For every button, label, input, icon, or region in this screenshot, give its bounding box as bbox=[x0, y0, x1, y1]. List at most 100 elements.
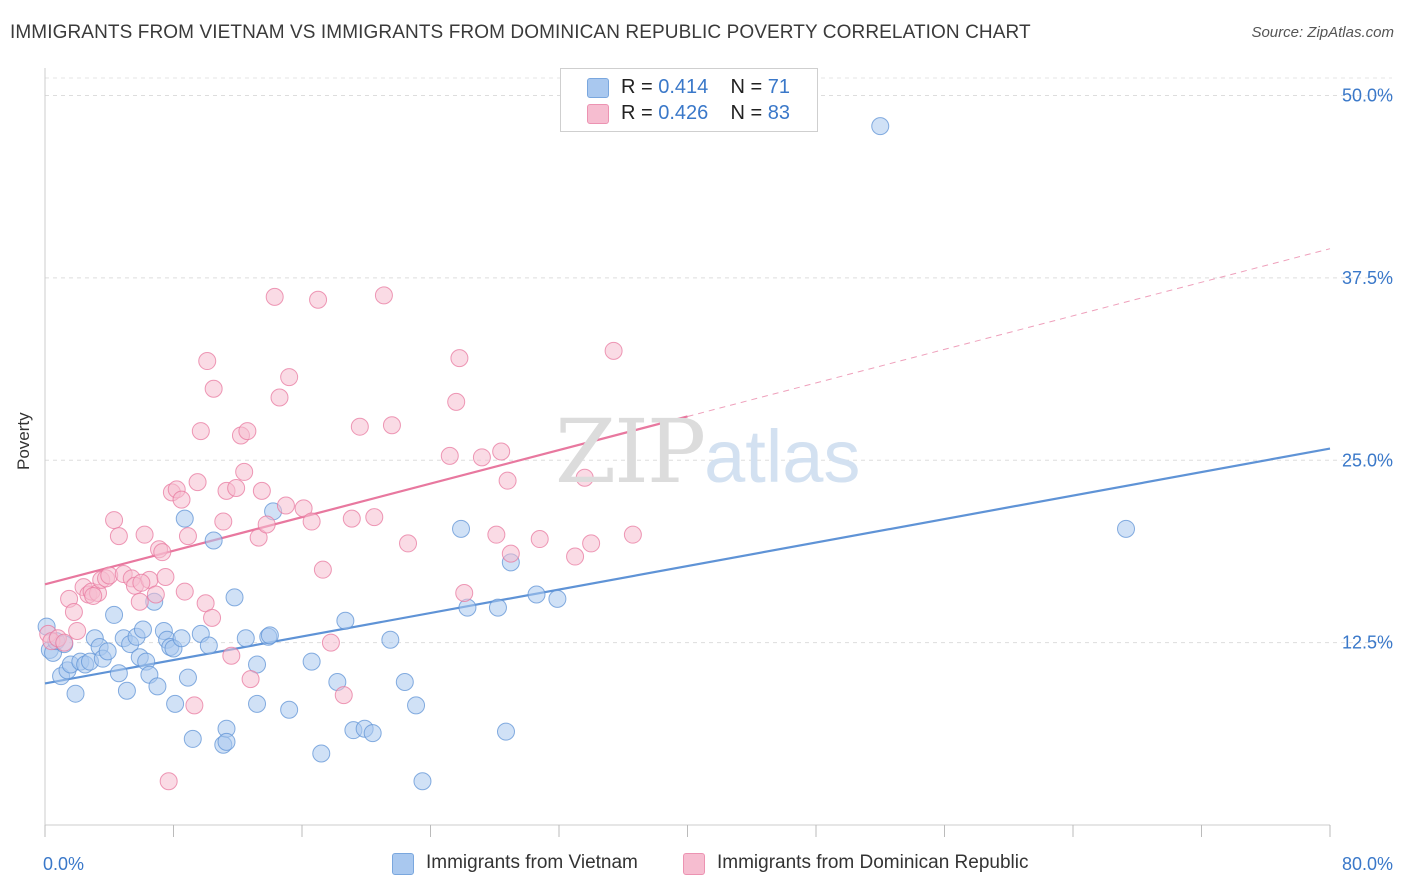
data-point-series-1 bbox=[159, 772, 178, 791]
data-point-series-0 bbox=[413, 772, 432, 791]
data-point-series-0 bbox=[280, 700, 299, 719]
data-point-series-1 bbox=[294, 499, 313, 518]
data-point-series-1 bbox=[188, 473, 207, 492]
data-point-series-1 bbox=[472, 448, 491, 467]
chart-title: IMMIGRANTS FROM VIETNAM VS IMMIGRANTS FR… bbox=[10, 22, 1031, 43]
data-point-series-1 bbox=[447, 392, 466, 411]
data-point-series-1 bbox=[276, 496, 295, 515]
data-point-series-1 bbox=[198, 352, 217, 371]
axes bbox=[44, 68, 1331, 837]
data-point-series-1 bbox=[204, 379, 223, 398]
data-point-series-1 bbox=[604, 341, 623, 360]
trend-lines bbox=[44, 248, 1331, 685]
data-point-series-1 bbox=[156, 567, 175, 586]
data-point-series-1 bbox=[175, 582, 194, 601]
x-tick-labels: 0.0% 80.0% bbox=[43, 854, 1393, 874]
data-point-series-1 bbox=[249, 528, 268, 547]
data-point-series-1 bbox=[334, 686, 353, 705]
data-point-series-0 bbox=[381, 630, 400, 649]
data-point-series-1 bbox=[270, 388, 289, 407]
data-point-series-1 bbox=[265, 287, 284, 306]
data-point-series-0 bbox=[166, 694, 185, 713]
data-point-series-1 bbox=[252, 481, 271, 500]
data-point-series-1 bbox=[203, 608, 222, 627]
data-point-series-0 bbox=[312, 744, 331, 763]
watermark-zip: ZIP bbox=[555, 400, 706, 503]
bottom-legend-label-dominican: Immigrants from Dominican Republic bbox=[717, 852, 1029, 873]
data-point-series-0 bbox=[175, 509, 194, 528]
data-point-series-0 bbox=[248, 694, 267, 713]
data-point-series-1 bbox=[172, 490, 191, 509]
data-point-series-0 bbox=[452, 519, 471, 538]
data-point-series-1 bbox=[321, 633, 340, 652]
data-point-series-1 bbox=[105, 511, 124, 530]
data-point-series-0 bbox=[199, 636, 218, 655]
data-point-series-0 bbox=[109, 664, 128, 683]
data-point-series-1 bbox=[365, 508, 384, 527]
trend-line-dashed-1 bbox=[687, 248, 1331, 417]
gridlines bbox=[45, 77, 1392, 644]
data-point-series-1 bbox=[450, 349, 469, 368]
y-tick-label: 12.5% bbox=[1342, 633, 1393, 653]
data-point-series-1 bbox=[178, 527, 197, 546]
data-point-series-1 bbox=[566, 547, 585, 566]
trend-line-0 bbox=[44, 447, 1331, 685]
data-point-series-1 bbox=[130, 592, 149, 611]
data-point-series-1 bbox=[191, 422, 210, 441]
data-point-series-0 bbox=[527, 585, 546, 604]
data-point-series-1 bbox=[153, 543, 172, 562]
watermark-atlas: atlas bbox=[704, 415, 861, 498]
data-point-series-1 bbox=[623, 525, 642, 544]
data-point-series-0 bbox=[407, 696, 426, 715]
y-tick-label: 50.0% bbox=[1342, 86, 1393, 106]
n-value: 83 bbox=[767, 102, 791, 124]
data-point-series-1 bbox=[455, 584, 474, 603]
data-point-series-0 bbox=[217, 732, 236, 751]
trend-line-1 bbox=[44, 415, 688, 586]
data-point-series-0 bbox=[98, 642, 117, 661]
data-points bbox=[37, 117, 1136, 791]
data-point-series-0 bbox=[260, 626, 279, 645]
data-point-series-1 bbox=[302, 512, 321, 531]
data-point-series-0 bbox=[302, 652, 321, 671]
legend-swatch-vietnam bbox=[587, 78, 609, 98]
data-point-series-0 bbox=[871, 117, 890, 136]
data-point-series-1 bbox=[55, 633, 74, 652]
data-point-series-1 bbox=[146, 585, 165, 604]
source-credit: Source: ZipAtlas.com bbox=[1251, 24, 1394, 41]
data-point-series-1 bbox=[68, 621, 87, 640]
y-tick-label: 25.0% bbox=[1342, 450, 1393, 470]
data-point-series-1 bbox=[280, 368, 299, 387]
data-point-series-1 bbox=[399, 534, 418, 553]
data-point-series-1 bbox=[342, 509, 361, 528]
data-point-series-0 bbox=[488, 598, 507, 617]
data-point-series-0 bbox=[66, 684, 85, 703]
data-point-series-1 bbox=[222, 646, 241, 665]
bottom-legend-swatch-dominican bbox=[683, 853, 705, 875]
r-value: 0.414 bbox=[658, 76, 709, 98]
data-point-series-0 bbox=[178, 668, 197, 687]
y-tick-label: 37.5% bbox=[1342, 268, 1393, 288]
data-point-series-1 bbox=[309, 290, 328, 309]
data-point-series-1 bbox=[492, 442, 511, 461]
data-point-series-0 bbox=[117, 681, 136, 700]
y-tick-labels: 12.5% 25.0% 37.5% 50.0% bbox=[1342, 86, 1393, 653]
data-point-series-0 bbox=[172, 629, 191, 648]
data-point-series-0 bbox=[105, 605, 124, 624]
legend-swatch-dominican bbox=[587, 104, 609, 124]
watermark: ZIPatlas bbox=[555, 400, 860, 503]
data-point-series-0 bbox=[548, 589, 567, 608]
r-value: 0.426 bbox=[658, 102, 709, 124]
data-point-series-1 bbox=[374, 286, 393, 305]
data-point-series-1 bbox=[235, 462, 254, 481]
x-tick-label-max: 80.0% bbox=[1342, 854, 1393, 874]
data-point-series-1 bbox=[64, 602, 83, 621]
x-tick-label-min: 0.0% bbox=[43, 854, 84, 874]
data-point-series-0 bbox=[183, 729, 202, 748]
data-point-series-1 bbox=[132, 573, 151, 592]
data-point-series-0 bbox=[395, 673, 414, 692]
data-point-series-1 bbox=[487, 525, 506, 544]
data-point-series-0 bbox=[133, 620, 152, 639]
data-point-series-1 bbox=[582, 534, 601, 553]
